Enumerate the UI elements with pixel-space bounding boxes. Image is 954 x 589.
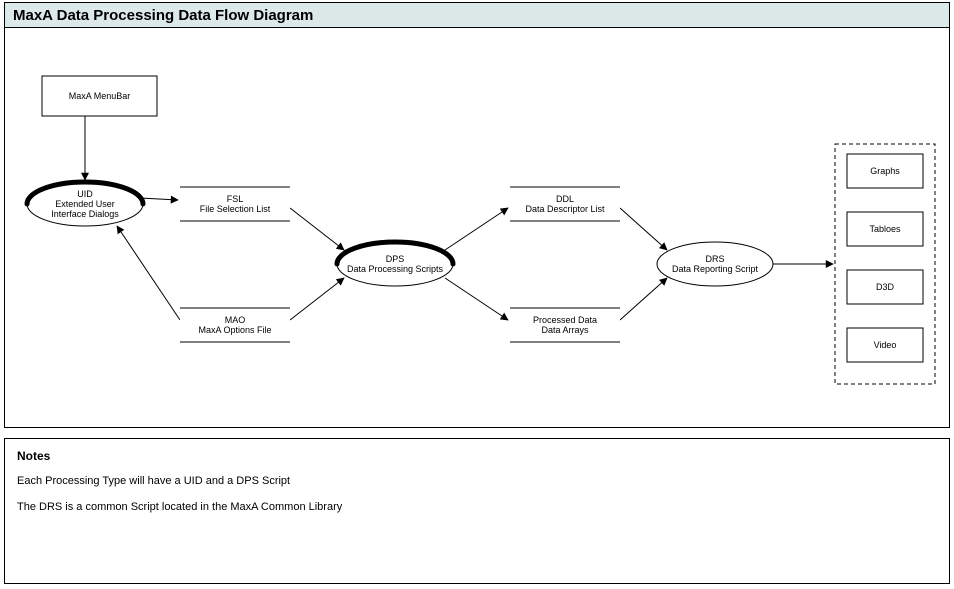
flow-diagram: MaxA MenuBar UIDExtended UserInterface Di…	[5, 28, 951, 428]
edge-uid-fsl	[140, 198, 178, 200]
svg-text:DPS: DPS	[386, 254, 405, 264]
note-line: The DRS is a common Script located in th…	[17, 501, 937, 513]
svg-text:Data Reporting Script: Data Reporting Script	[672, 264, 759, 274]
svg-text:D3D: D3D	[876, 282, 895, 292]
svg-text:Graphs: Graphs	[870, 166, 900, 176]
svg-text:FSL: FSL	[227, 194, 244, 204]
notes-panel: Notes Each Processing Type will have a U…	[4, 438, 950, 584]
svg-text:MaxA Options File: MaxA Options File	[198, 325, 271, 335]
svg-text:File Selection List: File Selection List	[200, 204, 271, 214]
svg-text:Extended User: Extended User	[55, 199, 115, 209]
diagram-panel: MaxA MenuBar UIDExtended UserInterface Di…	[4, 28, 950, 428]
svg-text:Data Descriptor List: Data Descriptor List	[525, 204, 605, 214]
svg-text:Video: Video	[874, 340, 897, 350]
edge-pda-drs	[620, 278, 667, 320]
svg-text:Interface Dialogs: Interface Dialogs	[51, 209, 119, 219]
title-bar: MaxA Data Processing Data Flow Diagram	[4, 2, 950, 28]
svg-text:Tabloes: Tabloes	[869, 224, 901, 234]
svg-text:DRS: DRS	[705, 254, 724, 264]
svg-text:UID: UID	[77, 189, 93, 199]
edge-dps-pda	[445, 278, 508, 320]
edge-mao-dps	[290, 278, 344, 320]
svg-text:Data Processing Scripts: Data Processing Scripts	[347, 264, 444, 274]
note-line: Each Processing Type will have a UID and…	[17, 475, 937, 487]
page: MaxA Data Processing Data Flow Diagram M…	[0, 0, 954, 589]
notes-title: Notes	[17, 449, 937, 463]
edge-mao-uid	[117, 226, 180, 320]
svg-text:Data Arrays: Data Arrays	[541, 325, 589, 335]
svg-text:MAO: MAO	[225, 315, 246, 325]
svg-text:MaxA MenuBar: MaxA MenuBar	[69, 91, 131, 101]
edge-dps-ddl	[445, 208, 508, 250]
svg-text:DDL: DDL	[556, 194, 574, 204]
page-title: MaxA Data Processing Data Flow Diagram	[13, 7, 313, 24]
svg-text:Processed Data: Processed Data	[533, 315, 597, 325]
edge-ddl-drs	[620, 208, 667, 250]
edge-fsl-dps	[290, 208, 344, 250]
